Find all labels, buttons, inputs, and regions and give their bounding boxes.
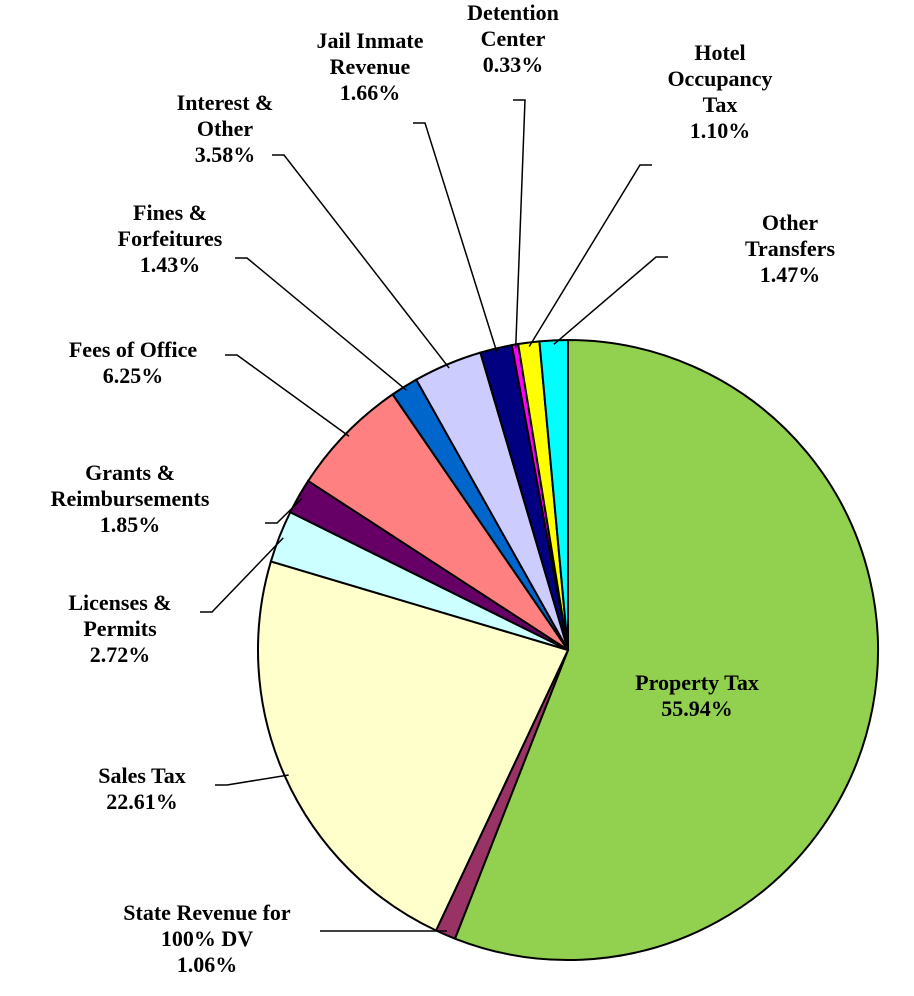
category-label: Other Transfers [744,210,836,261]
value-label: 1.66% [339,80,401,105]
category-label: Detention Center [467,0,559,51]
leader-line [413,122,498,353]
value-label: 1.47% [759,262,821,287]
leader-line [265,497,303,524]
value-label: 3.58% [194,142,256,167]
slice-label: Sales Tax 22.61% [98,763,185,815]
value-label: 0.33% [482,52,544,77]
leader-line [513,99,526,349]
value-label: 55.94% [661,696,733,721]
leader-line [272,154,450,369]
slice-label: Property Tax 55.94% [635,670,759,722]
slice-label: Hotel Occupancy Tax 1.10% [667,40,772,144]
value-label: 6.25% [102,363,164,388]
pie-slice [538,338,569,651]
value-label: 1.06% [176,952,238,977]
slice-label: State Revenue for 100% DV 1.06% [123,900,290,978]
pie-slice [453,338,879,961]
pie-slice [257,560,570,932]
value-label: 1.10% [689,118,751,143]
category-label: Hotel Occupancy Tax [667,40,773,117]
leader-line [528,164,652,347]
category-label: Fines & Forfeitures [117,200,223,251]
leader-line [215,774,289,786]
value-label: 1.43% [139,252,201,277]
category-label: Jail Inmate Revenue [316,28,424,79]
leader-line [235,257,407,391]
leader-line [200,537,284,613]
category-label: Grants & Reimbursements [50,460,210,511]
value-label: 22.61% [106,789,178,814]
slice-label: Licenses & Permits 2.72% [68,590,171,668]
slice-label: Interest & Other 3.58% [177,90,274,168]
slice-label: Grants & Reimbursements 1.85% [51,460,210,538]
slice-label: Fines & Forfeitures 1.43% [118,200,223,278]
value-label: 1.85% [99,512,161,537]
leader-line [553,256,668,345]
category-label: Licenses & Permits [68,590,172,641]
value-label: 2.72% [89,642,151,667]
leader-line [225,354,350,437]
category-label: State Revenue for 100% DV [123,900,291,951]
slice-label: Fees of Office 6.25% [69,337,197,389]
category-label: Interest & Other [176,90,274,141]
slice-label: Other Transfers 1.47% [728,210,852,288]
category-label: Property Tax [635,670,759,695]
category-label: Fees of Office [68,337,198,362]
slice-label: Detention Center 0.33% [467,0,559,78]
category-label: Sales Tax [98,763,186,788]
slice-label: Jail Inmate Revenue 1.66% [317,28,424,106]
